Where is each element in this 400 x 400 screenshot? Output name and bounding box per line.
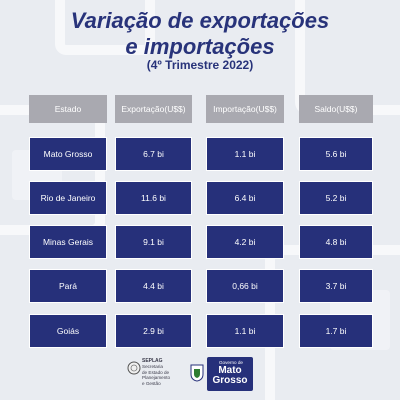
government-logo-prefix: Governo de	[218, 360, 243, 365]
cell-saldo: 3.7 bi	[299, 269, 373, 303]
government-logo-line-2: Grosso	[212, 375, 248, 386]
seplag-line: Secretaria	[142, 364, 163, 370]
cell-saldo: 4.8 bi	[299, 225, 373, 259]
header-exportacao: Exportação(U$$)	[115, 95, 192, 123]
cell-importacao: 1.1 bi	[206, 314, 284, 348]
cell-estado: Pará	[29, 269, 107, 303]
title-line-2: e importações	[125, 34, 275, 59]
government-logo: Governo de Mato Grosso	[207, 357, 253, 391]
page-title: Variação de exportações e importações	[0, 8, 400, 60]
cell-estado: Mato Grosso	[29, 137, 107, 171]
cell-saldo: 5.6 bi	[299, 137, 373, 171]
cell-exportacao: 9.1 bi	[115, 225, 192, 259]
cell-saldo: 1.7 bi	[299, 314, 373, 348]
cell-importacao: 6.4 bi	[206, 181, 284, 215]
header-estado: Estado	[29, 95, 107, 123]
seplag-line: de Estado de	[142, 369, 170, 375]
cell-estado: Minas Gerais	[29, 225, 107, 259]
cell-estado: Goiás	[29, 314, 107, 348]
seplag-line: e Gestão	[142, 380, 161, 386]
seplag-acronym: SEPLAG	[142, 358, 163, 364]
cell-estado: Rio de Janeiro	[29, 181, 107, 215]
cell-exportacao: 2.9 bi	[115, 314, 192, 348]
seplag-seal-icon	[127, 361, 141, 375]
title-line-1: Variação de exportações	[70, 8, 330, 33]
seplag-line: Planejamento	[142, 375, 171, 381]
government-logo-line-1: Mato	[218, 365, 242, 376]
cell-importacao: 4.2 bi	[206, 225, 284, 259]
cell-exportacao: 4.4 bi	[115, 269, 192, 303]
cell-importacao: 1.1 bi	[206, 137, 284, 171]
seplag-text: SEPLAG Secretaria de Estado de Planejame…	[142, 358, 200, 386]
header-saldo: Saldo(U$$)	[299, 95, 373, 123]
page-subtitle: (4º Trimestre 2022)	[146, 58, 254, 72]
state-coat-of-arms-icon	[190, 364, 204, 382]
header-importacao: Importação(U$$)	[206, 95, 284, 123]
cell-saldo: 5.2 bi	[299, 181, 373, 215]
cell-exportacao: 11.6 bi	[115, 181, 192, 215]
cell-exportacao: 6.7 bi	[115, 137, 192, 171]
footer	[0, 358, 400, 394]
cell-importacao: 0,66 bi	[206, 269, 284, 303]
